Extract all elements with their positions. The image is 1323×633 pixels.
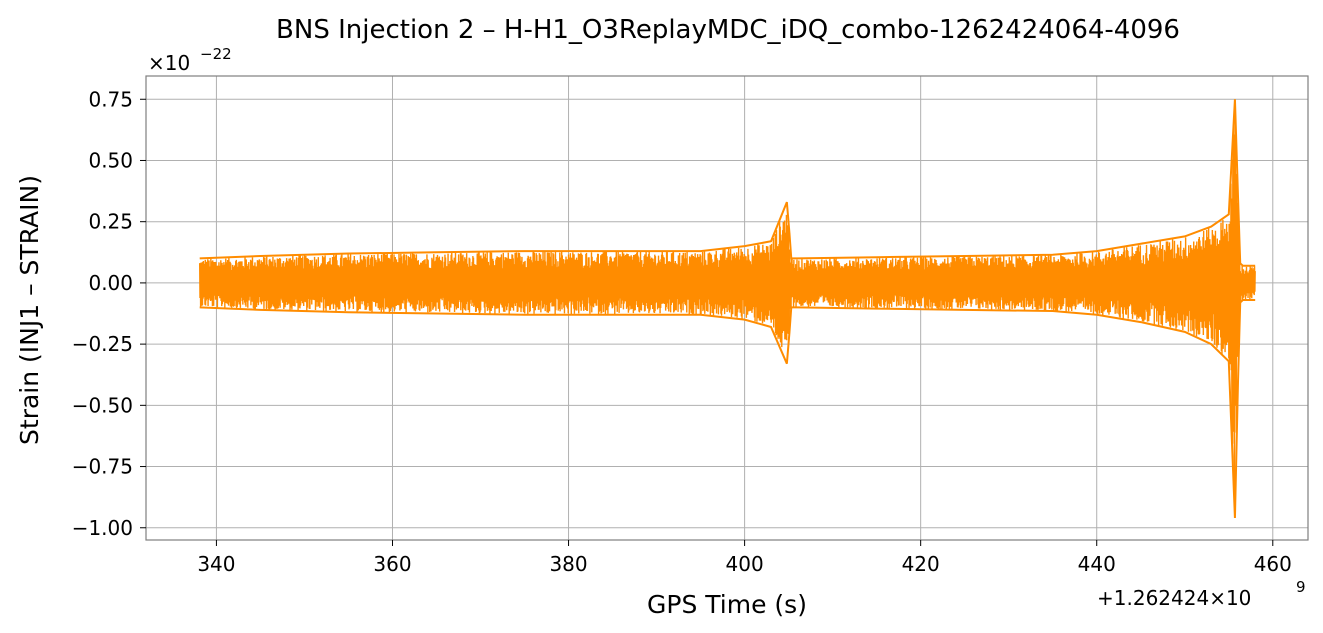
y-tick-label: 0.25	[88, 210, 133, 234]
y-tick-label: −0.75	[72, 455, 133, 479]
x-tick-label: 440	[1078, 552, 1116, 576]
y-scale-exponent: −22	[200, 45, 232, 63]
x-tick-label: 420	[902, 552, 940, 576]
y-tick-label: 0.50	[88, 148, 133, 172]
x-axis-label: GPS Time (s)	[647, 590, 807, 619]
x-tick-label: 460	[1254, 552, 1292, 576]
x-offset-exponent: 9	[1296, 578, 1306, 596]
x-tick-label: 360	[373, 552, 411, 576]
strain-upper-envelope	[199, 99, 1256, 267]
y-tick-label: −0.25	[72, 332, 133, 356]
x-offset-annotation: +1.262424×10 9	[1097, 578, 1306, 610]
x-tick-label: 340	[197, 552, 235, 576]
strain-series-line	[199, 121, 1256, 488]
x-tick-label: 380	[549, 552, 587, 576]
y-tick-label: −0.50	[72, 393, 133, 417]
y-scale-text: ×10	[148, 51, 190, 75]
x-tick-label: 400	[726, 552, 764, 576]
y-tick-label: −1.00	[72, 516, 133, 540]
y-tick-label: 0.75	[88, 87, 133, 111]
plot-frame	[145, 75, 1309, 541]
y-ticks: 0.75 0.50 0.25 0.00 −0.25 −0.50 −0.75 −1.00	[72, 87, 146, 540]
strain-lower-envelope	[199, 299, 1256, 518]
y-axis-label: Strain (INJ1 – STRAIN)	[15, 175, 44, 445]
y-scale-annotation: ×10 −22	[148, 45, 232, 75]
x-ticks: 340 360 380 400 420 440 460	[197, 540, 1292, 576]
x-offset-text: +1.262424×10	[1097, 586, 1251, 610]
y-tick-label: 0.00	[88, 271, 133, 295]
chart-title: BNS Injection 2 – H-H1_O3ReplayMDC_iDQ_c…	[276, 15, 1180, 45]
series-layer	[199, 99, 1256, 518]
